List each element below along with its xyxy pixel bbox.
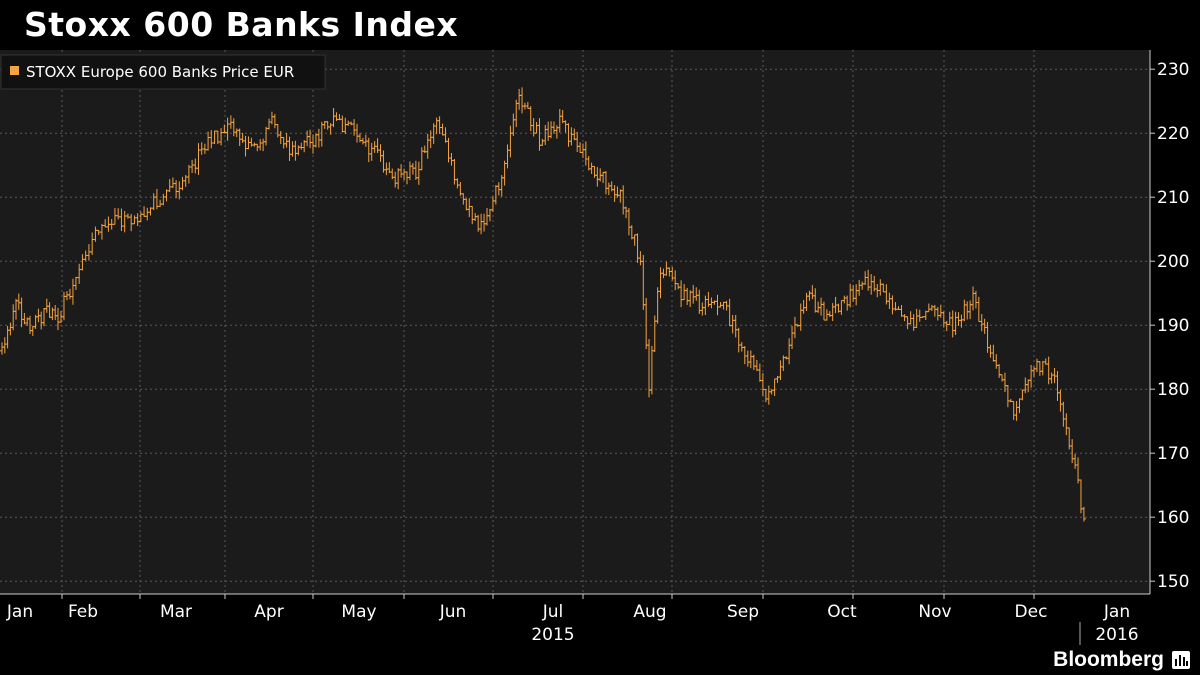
x-tick-label: Mar: [160, 602, 192, 622]
x-tick-label: Jan: [1103, 602, 1130, 622]
x-tick-label: Oct: [827, 602, 857, 622]
y-tick-label: 180: [1157, 380, 1189, 400]
y-tick-label: 150: [1157, 572, 1189, 592]
x-tick-label: Nov: [918, 602, 951, 622]
x-axis: Jan Feb Mar Apr May Jun Jul Aug Sep Oct Nov Dec Jan 2…: [0, 593, 1150, 645]
x-tick-label: Apr: [254, 602, 283, 622]
legend: STOXX Europe 600 Banks Price EUR: [0, 54, 326, 90]
chart-title: Stoxx 600 Banks Index: [24, 5, 459, 44]
y-tick-label: 160: [1157, 508, 1189, 528]
plot-area: [0, 50, 1150, 594]
x-tick-label: Jul: [542, 602, 564, 622]
x-tick-label: Jun: [439, 602, 467, 622]
legend-swatch: [10, 66, 19, 75]
x-tick-label: May: [341, 602, 376, 622]
y-tick-label: 230: [1157, 60, 1189, 80]
x-tick-label: Dec: [1015, 602, 1048, 622]
x-tick-label: Jan: [6, 602, 33, 622]
x-tick-label: Feb: [68, 602, 98, 622]
y-tick-label: 190: [1157, 316, 1189, 336]
y-tick-label: 200: [1157, 252, 1189, 272]
legend-box: [0, 54, 326, 90]
legend-entry: STOXX Europe 600 Banks Price EUR: [26, 63, 294, 81]
y-axis: 150 160 170 180 190 200 210 220 230: [1149, 50, 1189, 594]
y-tick-label: 220: [1157, 124, 1189, 144]
bloomberg-terminal-icon: [1172, 651, 1190, 669]
y-tick-label: 210: [1157, 188, 1189, 208]
x-year-label: 2016: [1095, 625, 1138, 645]
x-tick-label: Sep: [727, 602, 759, 622]
brand: Bloomberg: [1053, 648, 1190, 672]
y-tick-label: 170: [1157, 444, 1189, 464]
price-series: [0, 87, 1086, 522]
x-year-label: 2015: [531, 625, 574, 645]
bloomberg-logo-text: Bloomberg: [1053, 648, 1164, 671]
x-tick-label: Aug: [633, 602, 666, 622]
